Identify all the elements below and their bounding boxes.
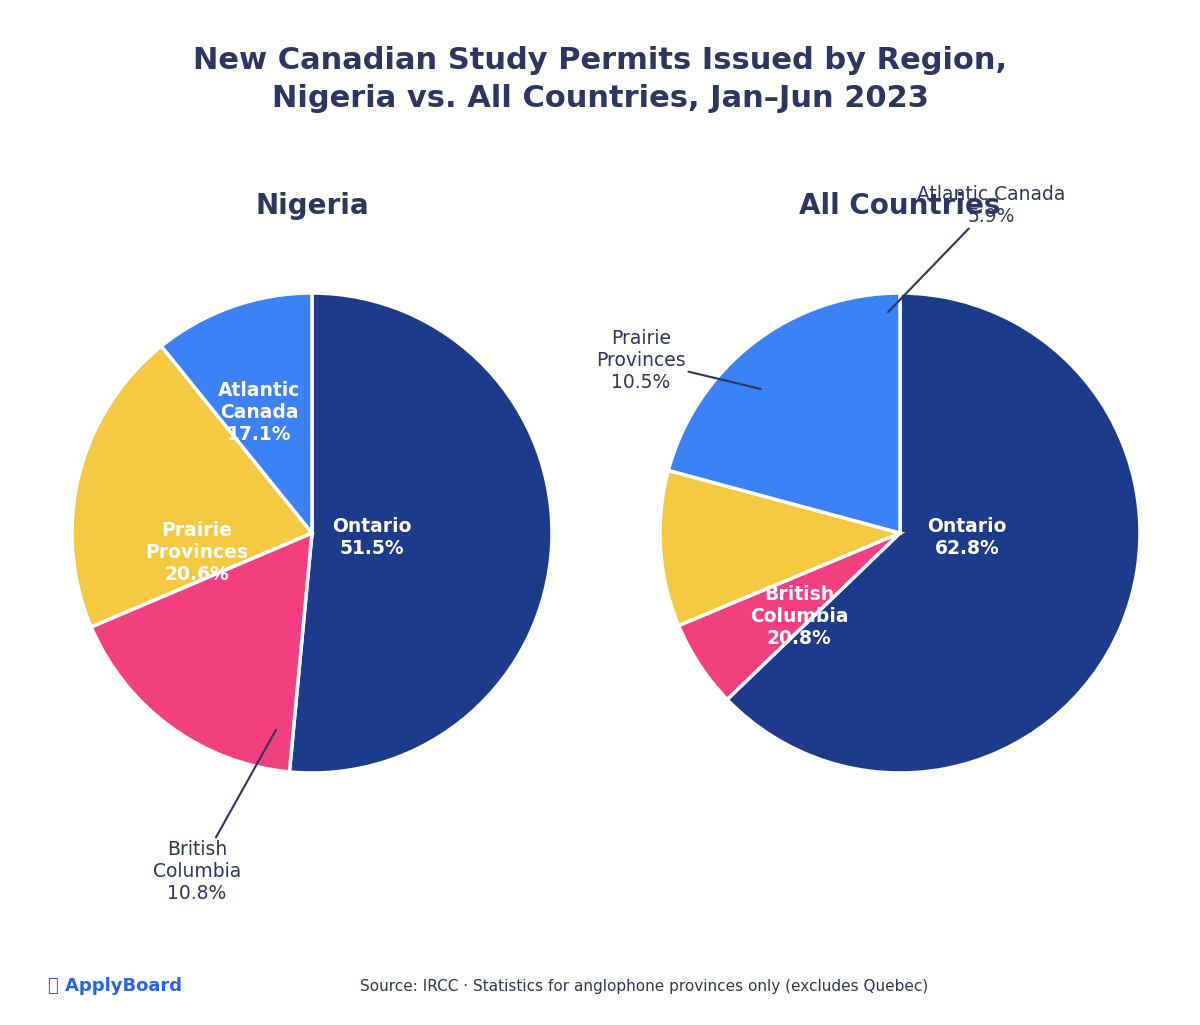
Title: Nigeria: Nigeria — [256, 192, 368, 219]
Text: Prairie
Provinces
10.5%: Prairie Provinces 10.5% — [596, 329, 761, 392]
Wedge shape — [72, 346, 312, 627]
Text: Atlantic Canada
5.9%: Atlantic Canada 5.9% — [888, 184, 1066, 313]
Text: British
Columbia
10.8%: British Columbia 10.8% — [152, 730, 276, 903]
Wedge shape — [668, 293, 900, 533]
Wedge shape — [289, 293, 552, 773]
Text: Ontario
62.8%: Ontario 62.8% — [928, 518, 1007, 559]
Text: New Canadian Study Permits Issued by Region,
Nigeria vs. All Countries, Jan–Jun : New Canadian Study Permits Issued by Reg… — [193, 46, 1007, 114]
Wedge shape — [91, 533, 312, 772]
Wedge shape — [161, 293, 312, 533]
Text: Source: IRCC · Statistics for anglophone provinces only (excludes Quebec): Source: IRCC · Statistics for anglophone… — [360, 979, 929, 993]
Title: All Countries: All Countries — [799, 192, 1001, 219]
Text: Atlantic
Canada
17.1%: Atlantic Canada 17.1% — [218, 381, 300, 445]
Wedge shape — [678, 533, 900, 699]
Text: Prairie
Provinces
20.6%: Prairie Provinces 20.6% — [145, 521, 248, 583]
Text: British
Columbia
20.8%: British Columbia 20.8% — [750, 585, 848, 649]
Text: 🎓 ApplyBoard: 🎓 ApplyBoard — [48, 977, 182, 995]
Text: Ontario
51.5%: Ontario 51.5% — [332, 518, 412, 559]
Wedge shape — [660, 470, 900, 625]
Wedge shape — [727, 293, 1140, 773]
